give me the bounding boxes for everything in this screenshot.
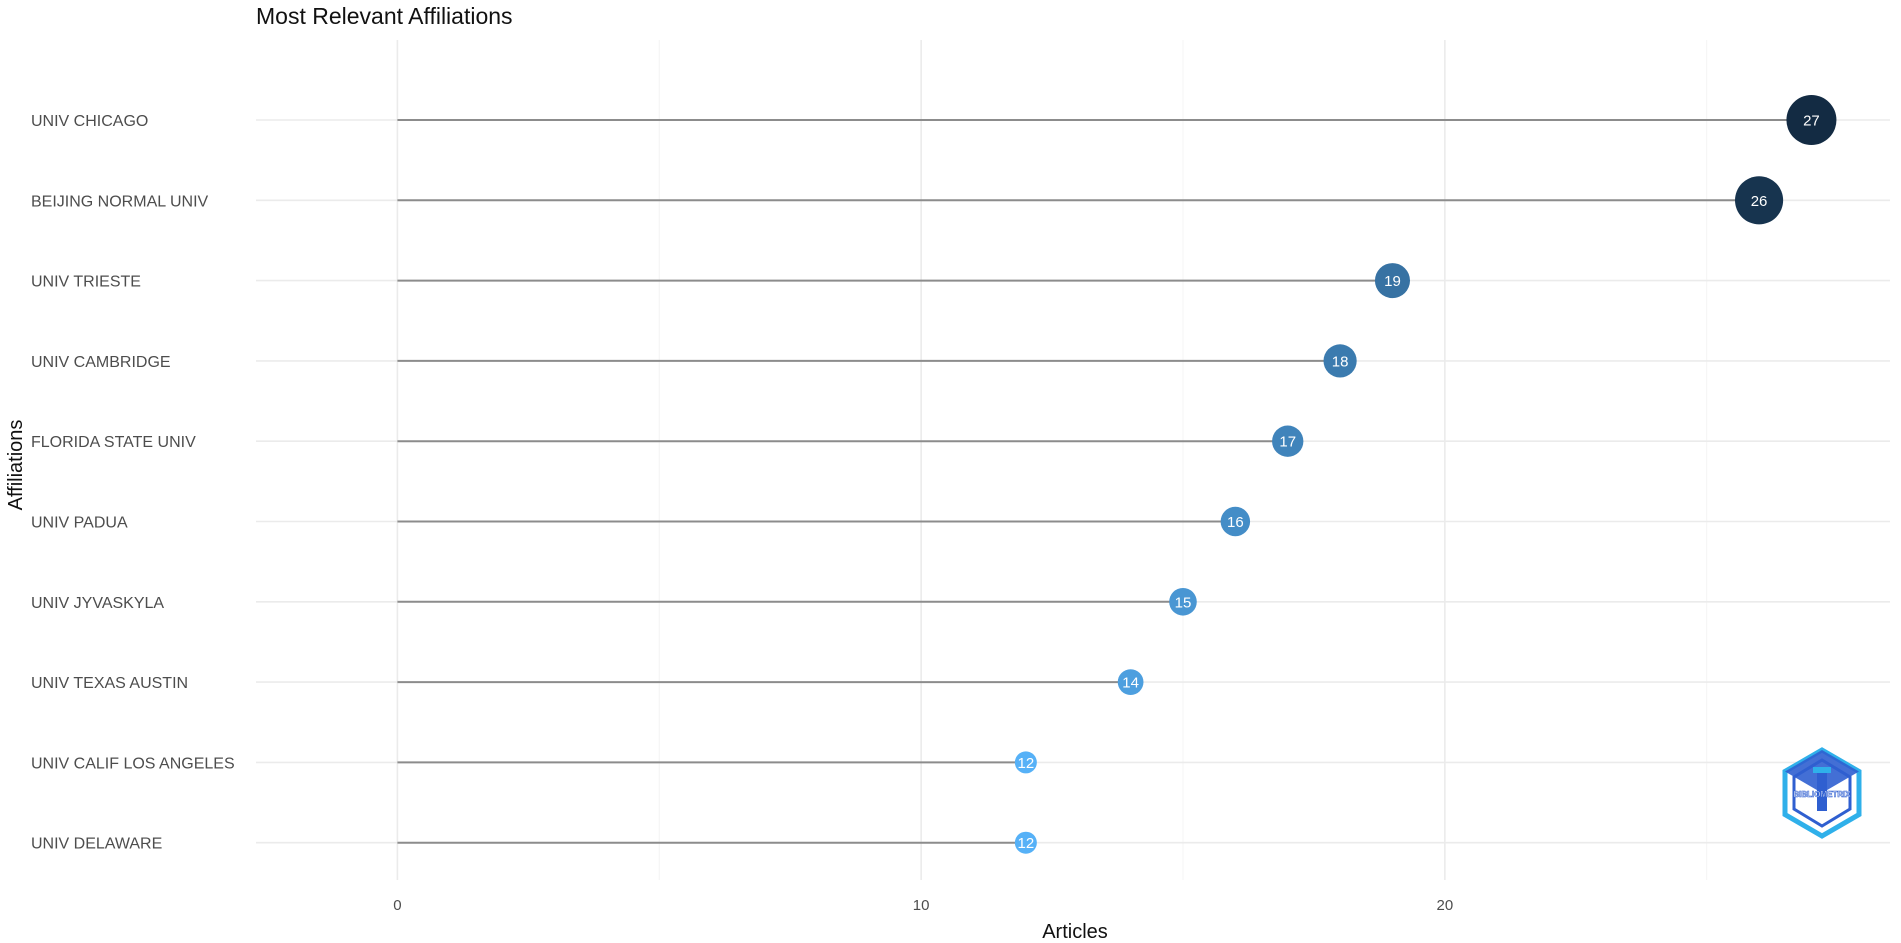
x-tick-labels: 0 10 20 — [393, 897, 1453, 914]
lollipop-dot — [1735, 176, 1784, 225]
lollipop-stems — [397, 119, 1812, 844]
lollipop-dot — [1272, 425, 1304, 457]
value-label: 12 — [1018, 755, 1035, 772]
category-label: UNIV JYVASKYLA — [31, 595, 164, 612]
lollipop-dot — [1014, 831, 1037, 854]
y-axis-title: Affiliations — [5, 420, 27, 511]
lollipop-dot — [1374, 263, 1411, 299]
lollipop-dot — [1014, 751, 1037, 774]
category-label: UNIV CAMBRIDGE — [31, 354, 171, 371]
x-tick-label: 20 — [1436, 897, 1453, 914]
value-label: 15 — [1175, 594, 1192, 611]
category-label: UNIV CALIF LOS ANGELES — [31, 755, 235, 772]
category-label: UNIV TRIESTE — [31, 274, 141, 291]
category-label: UNIV TEXAS AUSTIN — [31, 675, 188, 692]
category-label: FLORIDA STATE UNIV — [31, 434, 196, 451]
value-label: 16 — [1227, 514, 1244, 531]
lollipop-dots: 27 26 19 18 17 16 15 14 12 12 — [1014, 95, 1837, 854]
lollipop-dot — [1117, 669, 1144, 695]
logo-text: BIBLIOMETRIX — [1793, 790, 1851, 799]
value-label: 27 — [1803, 113, 1820, 130]
category-label: UNIV CHICAGO — [31, 113, 148, 130]
category-labels: UNIV CHICAGO BEIJING NORMAL UNIV UNIV TRIE… — [31, 113, 235, 853]
x-tick-label: 0 — [393, 897, 401, 914]
value-label: 17 — [1279, 434, 1296, 451]
category-label: BEIJING NORMAL UNIV — [31, 193, 209, 210]
lollipop-dot — [1786, 95, 1837, 145]
chart-title: Most Relevant Affiliations — [256, 3, 513, 29]
value-label: 19 — [1384, 273, 1401, 290]
value-label: 26 — [1751, 193, 1768, 210]
value-label: 12 — [1018, 835, 1035, 852]
value-label: 18 — [1332, 353, 1349, 370]
x-axis-title: Articles — [1042, 921, 1108, 943]
x-tick-label: 10 — [913, 897, 930, 914]
value-label: 14 — [1122, 675, 1139, 692]
grid — [256, 40, 1890, 880]
lollipop-dot — [1220, 506, 1251, 537]
lollipop-dot — [1323, 344, 1357, 378]
bibliometrix-logo: BIBLIOMETRIX — [1782, 747, 1862, 839]
category-label: UNIV PADUA — [31, 515, 128, 532]
lollipop-dot — [1169, 588, 1197, 616]
category-label: UNIV DELAWARE — [31, 836, 162, 853]
